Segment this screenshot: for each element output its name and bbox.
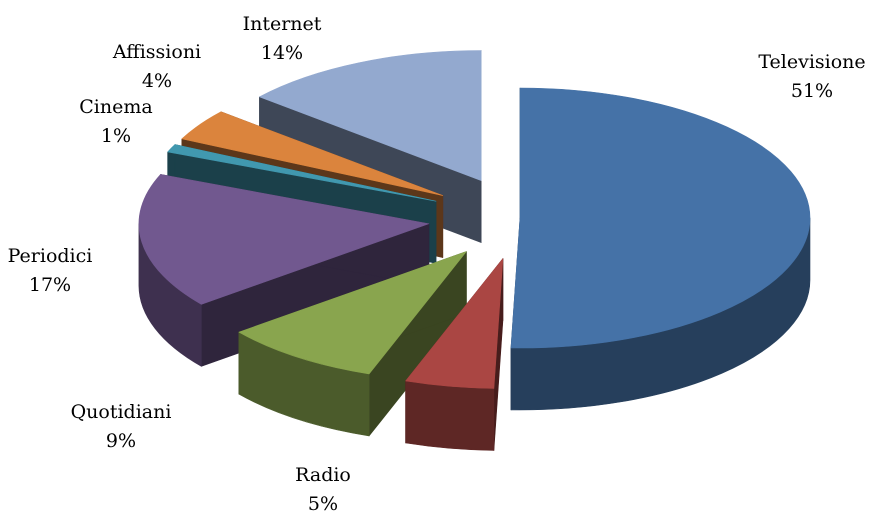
slice-value-cinema: 1%: [101, 125, 131, 147]
pie-slice-internet: [259, 50, 482, 181]
slice-label-televisione: Televisione: [758, 51, 865, 73]
slice-tops: [138, 50, 811, 389]
pie-slice-quotidiani: [238, 251, 467, 375]
slice-label-internet: Internet: [243, 13, 322, 35]
slice-rim-radio: [405, 380, 495, 451]
pie-slice-cinema: [167, 144, 437, 202]
slice-value-quotidiani: 9%: [106, 430, 136, 452]
slice-value-internet: 14%: [261, 42, 303, 64]
pie-slice-televisione: [510, 87, 811, 349]
pie-slice-periodici: [138, 174, 430, 305]
slice-value-televisione: 51%: [791, 80, 833, 102]
slice-label-periodici: Periodici: [8, 245, 93, 267]
slice-value-periodici: 17%: [29, 274, 71, 296]
slice-label-affissioni: Affissioni: [112, 41, 201, 63]
slice-labels: Televisione 51% Radio 5% Quotidiani 9% Periodi…: [8, 13, 866, 515]
slice-label-radio: Radio: [295, 464, 351, 486]
slice-value-affissioni: 4%: [142, 70, 172, 92]
pie-slice-affissioni: [181, 111, 444, 196]
slice-value-radio: 5%: [308, 493, 338, 515]
slice-label-cinema: Cinema: [79, 96, 152, 118]
pie-slice-radio: [405, 258, 504, 389]
slice-label-quotidiani: Quotidiani: [71, 401, 172, 423]
